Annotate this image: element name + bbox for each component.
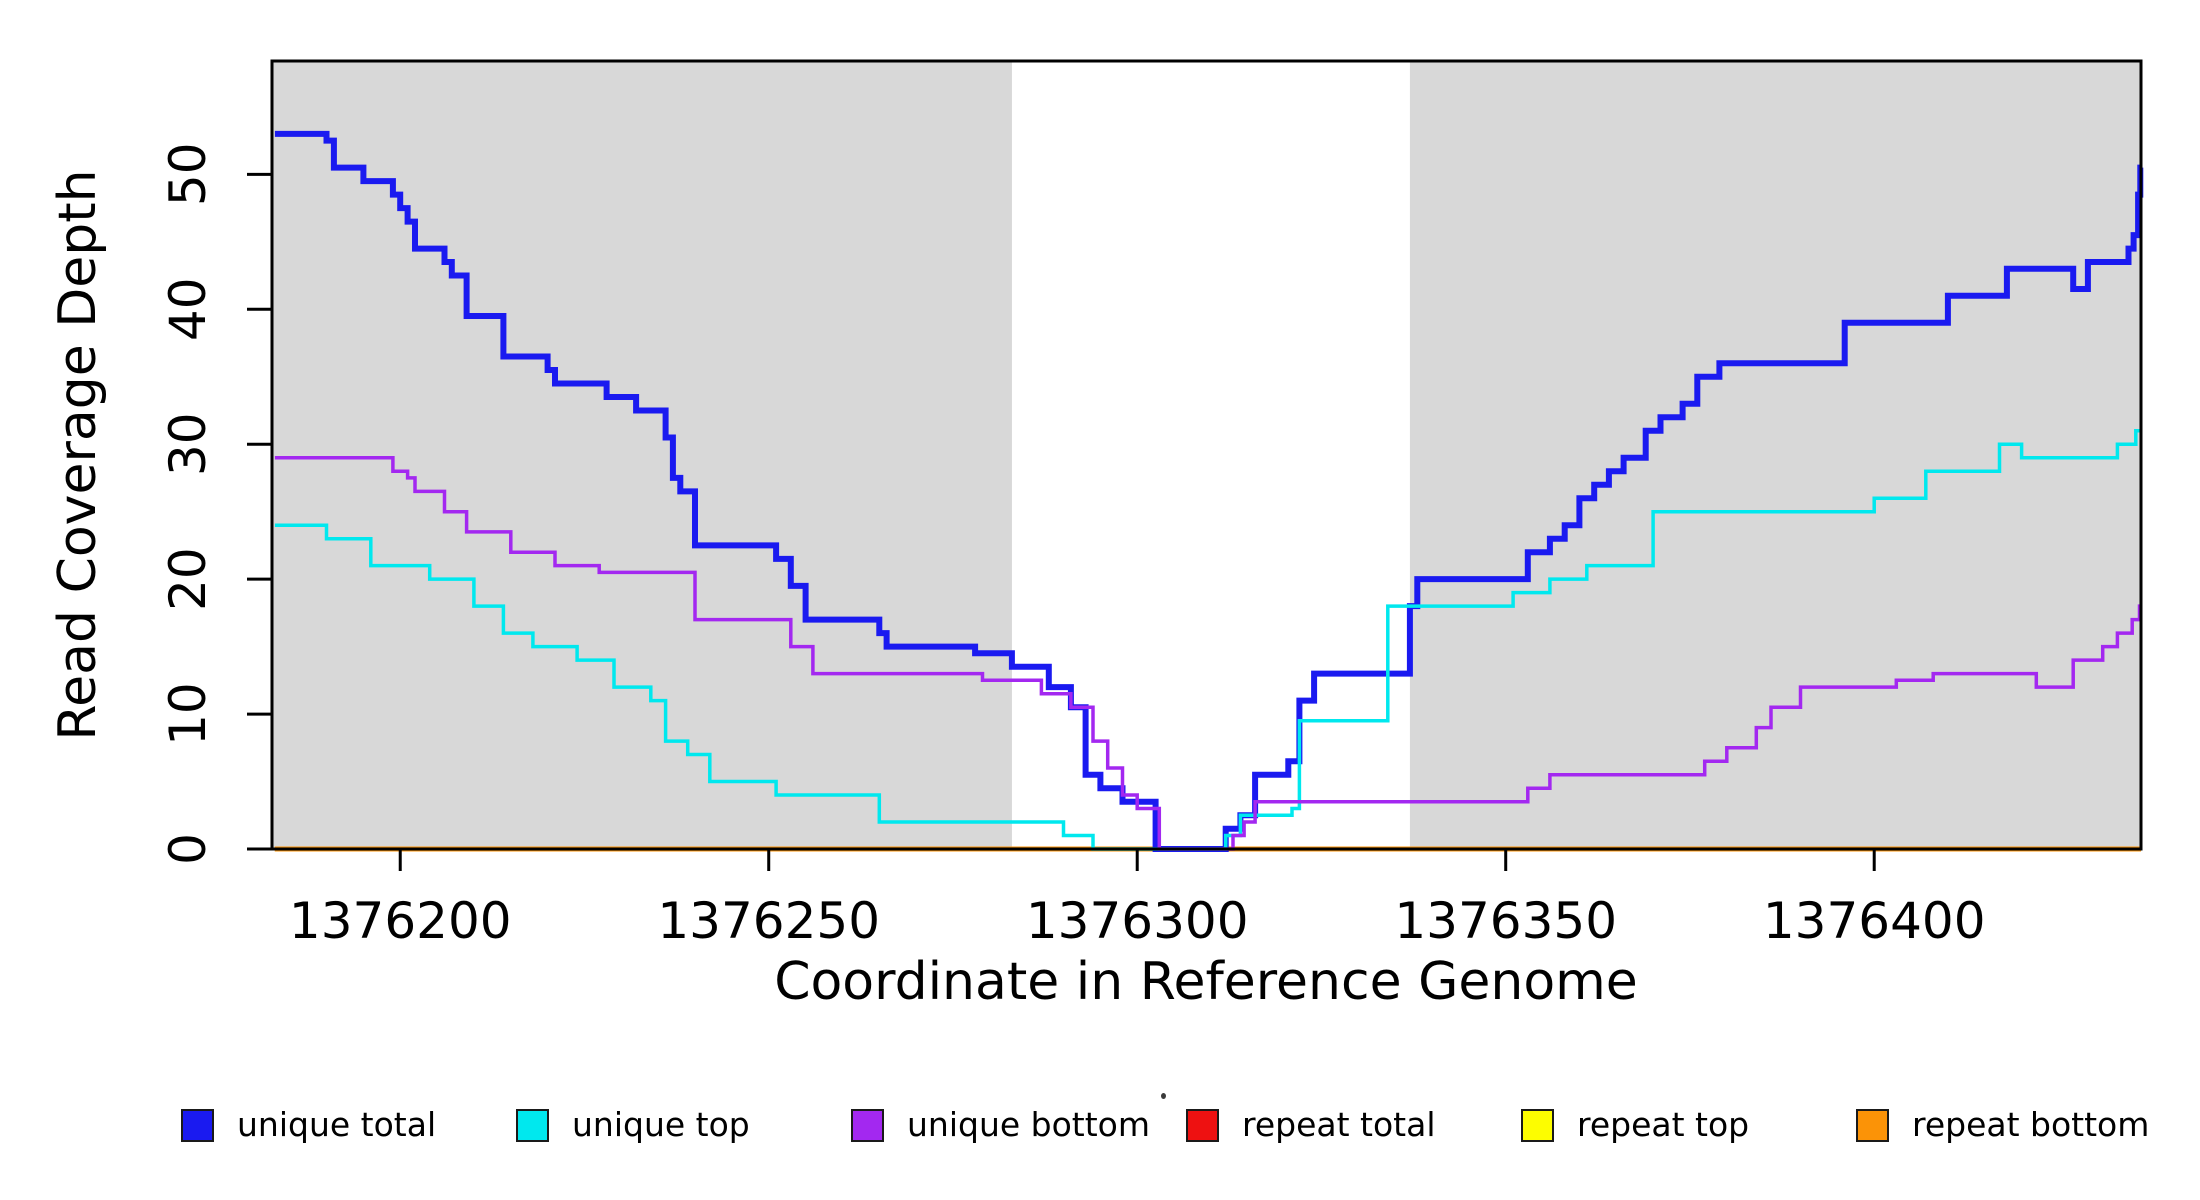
- x-tick-label: 1376250: [657, 892, 880, 950]
- y-tick-label: 30: [159, 412, 217, 476]
- x-tick-label: 1376350: [1394, 892, 1617, 950]
- y-tick-label: 20: [159, 547, 217, 611]
- shaded-region: [1409, 61, 2141, 849]
- stray-dot: [1161, 1093, 1166, 1099]
- x-tick-label: 1376200: [289, 892, 512, 950]
- x-tick-label: 1376400: [1763, 892, 1986, 950]
- x-axis-title: Coordinate in Reference Genome: [774, 952, 1638, 1012]
- series-unique-bottom: [274, 455, 2142, 851]
- y-tick-label: 10: [159, 682, 217, 746]
- y-tick-label: 50: [159, 142, 217, 206]
- y-tick-label: 0: [159, 833, 217, 865]
- plot-box: [270, 59, 2143, 851]
- x-tick-label: 1376300: [1026, 892, 1249, 950]
- y-tick-label: 40: [159, 277, 217, 341]
- series-unique-top: [274, 428, 2141, 851]
- y-axis-title: Read Coverage Depth: [48, 169, 108, 741]
